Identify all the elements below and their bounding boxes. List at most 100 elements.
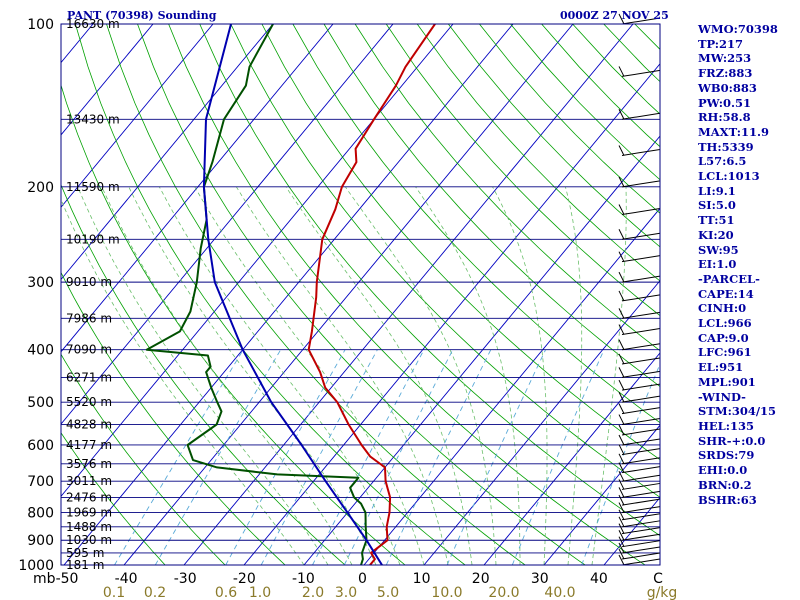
index-item: TT:51 — [698, 213, 735, 228]
height-label: 9010 m — [66, 275, 112, 289]
x-tick-label: C — [653, 571, 663, 587]
wind-barb-staff — [621, 448, 661, 456]
mixing-ratio-line — [225, 349, 346, 565]
x-tick-label: -50 — [56, 571, 79, 587]
pressure-label: 300 — [27, 275, 54, 291]
pressure-label: 100 — [27, 17, 54, 33]
index-item: HEL:135 — [698, 418, 754, 433]
temperature-trace — [307, 24, 436, 565]
plot-frame — [60, 23, 661, 566]
index-item: SW:95 — [698, 242, 739, 257]
wind-barb-staff — [621, 552, 661, 560]
x-tick-label: 30 — [531, 571, 549, 587]
wind-barb-staff — [621, 407, 661, 415]
wind-barb-flag — [618, 453, 625, 465]
wind-barb-staff — [621, 343, 661, 351]
wind-barb-flag — [618, 530, 625, 541]
x-tick-label: 10 — [413, 571, 431, 587]
wind-barb-staff — [621, 383, 661, 391]
wind-barb-staff — [621, 540, 661, 548]
isotherm-line — [423, 279, 660, 565]
pressure-label: 1000 — [18, 558, 54, 574]
temperature-axis-labels: mb -50 -40 -30 -20 -10 0 10 20 30 40 C — [33, 571, 663, 587]
wind-barb-staff — [621, 533, 661, 541]
isotherm-line — [183, 24, 634, 565]
height-label: 6271 m — [66, 370, 112, 384]
sounding-traces — [145, 24, 436, 565]
wind-barb-staff — [621, 232, 661, 240]
wind-barb-flag — [618, 109, 625, 120]
isotherm-line — [483, 352, 660, 565]
pressure-label: 700 — [27, 474, 54, 490]
wind-barb-flag — [618, 494, 625, 506]
wind-barb-flag — [618, 509, 625, 521]
mixing-ratio-label: 5.0 — [377, 585, 399, 600]
wind-barb-staff — [621, 328, 661, 336]
index-item: STM:304/15 — [698, 404, 777, 419]
pressure-labels: 100 200 300 400 500 600 700 800 900 1000 — [18, 17, 54, 574]
index-item: CINH:0 — [698, 301, 747, 316]
height-label: 5520 m — [66, 395, 112, 409]
x-tick-label: 40 — [590, 571, 608, 587]
pressure-label: 600 — [27, 438, 54, 454]
height-label: 7986 m — [66, 311, 112, 325]
wind-barb-flag — [618, 444, 625, 455]
index-item: MW:253 — [698, 51, 752, 66]
wind-barb-flag — [618, 462, 625, 473]
mixing-ratio-label: 1.0 — [249, 585, 271, 600]
wind-barb-flag — [618, 502, 625, 513]
height-label: 3011 m — [66, 474, 112, 488]
index-item: -WIND- — [698, 389, 746, 404]
isobars — [61, 23, 660, 566]
moist-adiabat-line — [591, 186, 627, 565]
isotherm-line — [543, 424, 660, 565]
wind-barb-flag — [618, 554, 625, 566]
index-item: CAP:9.0 — [698, 330, 749, 345]
wind-barb-flag — [618, 391, 625, 403]
index-item: CAPE:14 — [698, 286, 754, 301]
chart-time: 0000Z 27 NOV 25 — [560, 9, 669, 22]
wind-barb-flag — [618, 290, 625, 302]
height-label: 1030 m — [66, 533, 112, 547]
wind-barb-flag — [618, 536, 625, 547]
height-label: 4177 m — [66, 438, 112, 452]
wind-barb-flag — [618, 13, 625, 25]
wind-barb-staff — [621, 520, 661, 528]
index-item: LCL:966 — [698, 316, 752, 331]
wind-barb-staff — [621, 294, 661, 302]
isotherm-line — [303, 135, 660, 565]
index-item: MAXT:11.9 — [698, 124, 769, 139]
pressure-label: 400 — [27, 343, 54, 359]
background-lines — [61, 24, 660, 565]
mixing-ratio-label: g/kg — [647, 585, 678, 600]
height-label: 1969 m — [66, 506, 112, 520]
index-item: KI:20 — [698, 227, 734, 242]
wind-barb-staff — [621, 180, 661, 188]
index-item: LI:9.1 — [698, 183, 736, 198]
height-label: 3576 m — [66, 457, 112, 471]
wind-barb-flag — [618, 271, 625, 283]
wind-barb-staff — [621, 311, 661, 319]
mixing-ratio-label: 0.2 — [144, 585, 166, 600]
moist-adiabat-line — [194, 186, 425, 565]
isotherm-line — [61, 24, 394, 425]
wind-barb-flag — [618, 66, 625, 77]
index-item: WB0:883 — [698, 80, 757, 95]
mixing-ratio-label: 0.1 — [103, 585, 125, 600]
wind-barb-staff — [621, 370, 661, 378]
moist-adiabat-line — [492, 186, 548, 565]
mixing-ratio-label: 20.0 — [488, 585, 519, 600]
wind-barb-staff — [621, 395, 661, 403]
index-item: RH:58.8 — [698, 110, 751, 125]
moist-adiabat-line — [101, 186, 353, 565]
wind-barb-staff — [621, 275, 661, 283]
mixing-ratio-label: 10.0 — [431, 585, 462, 600]
wind-barb-flag — [618, 145, 625, 156]
wind-barb-flag — [618, 487, 625, 498]
isotherm-line — [363, 207, 660, 565]
wind-barb-flag — [618, 414, 625, 425]
parcel-trace — [202, 24, 383, 565]
moist-adiabat-line — [345, 186, 497, 565]
x-tick-label: -40 — [115, 571, 138, 587]
